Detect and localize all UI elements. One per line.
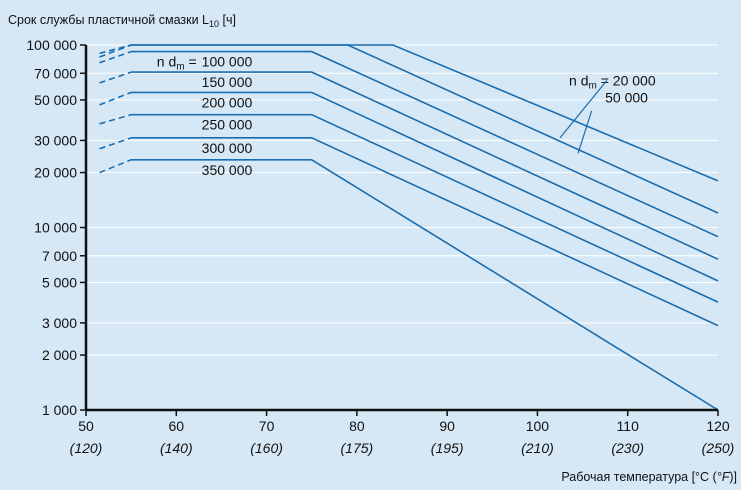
series-200000-dashed — [99, 91, 132, 106]
x-tick-label-fahrenheit: (160) — [250, 440, 283, 456]
x-tick-label: 100 — [526, 418, 550, 434]
y-tick-label: 20 000 — [34, 165, 77, 181]
x-tick-label: 90 — [439, 418, 455, 434]
x-tick-label: 110 — [617, 418, 640, 434]
series-100000-line — [131, 50, 719, 238]
y-tick-label: 30 000 — [34, 132, 77, 148]
y-tick-label: 2 000 — [42, 347, 77, 363]
x-tick-label-fahrenheit: (195) — [431, 440, 464, 456]
series-150000-line — [131, 71, 719, 260]
x-tick-label: 50 — [78, 418, 94, 434]
series-150000-dashed — [99, 71, 132, 84]
series-200000-line — [131, 91, 719, 282]
series-label-300000: 300 000 — [202, 140, 253, 156]
x-axis-label-main: Рабочая температура [°C ( — [561, 470, 717, 484]
x-axis-label: Рабочая температура [°C (°F)] — [561, 470, 737, 484]
x-tick-label-fahrenheit: (250) — [702, 440, 735, 456]
series-label-outer-0: n dm = 20 000 — [569, 72, 656, 91]
x-tick-label-fahrenheit: (120) — [70, 440, 103, 456]
x-tick-label: 120 — [706, 418, 730, 434]
series-label-250000: 250 000 — [202, 117, 253, 133]
y-tick-label: 5 000 — [42, 274, 77, 290]
y-tick-label: 10 000 — [34, 220, 77, 236]
x-tick-label: 80 — [349, 418, 365, 434]
series-label-350000: 350 000 — [202, 162, 253, 178]
y-tick-label: 7 000 — [42, 248, 77, 264]
series-250000-line — [131, 113, 719, 303]
series-350000-line — [131, 159, 719, 411]
y-tick-label: 3 000 — [42, 315, 77, 331]
x-tick-label-fahrenheit: (175) — [341, 440, 374, 456]
y-tick-label: 100 000 — [26, 37, 77, 53]
chart-title: Срок службы пластичной смазки L10 [ч] — [8, 13, 236, 29]
series-label-prefix: n dm = — [157, 54, 197, 73]
chart-title-unit: [ч] — [219, 13, 236, 27]
guide-lines — [86, 44, 718, 356]
chart-title-main: Срок службы пластичной смазки L — [8, 13, 209, 27]
ticks: 100 000 70 000 50 000 30 000 20 000 10 000 7 0… — [26, 37, 734, 456]
series-label-150000: 150 000 — [202, 74, 253, 90]
series-250000-dashed — [99, 113, 132, 125]
series-layer — [99, 44, 719, 411]
series-50000-dashed — [99, 44, 132, 58]
leader-line-1 — [577, 110, 593, 154]
series-label-100000: 100 000 — [202, 54, 253, 70]
x-axis-label-italic: °F — [717, 470, 731, 484]
x-tick-label-fahrenheit: (140) — [160, 440, 193, 456]
y-tick-label: 50 000 — [34, 92, 77, 108]
series-350000-dashed — [99, 159, 132, 174]
series-labels: 350 000 300 000 250 000 200 000 150 000 n dm … — [157, 54, 656, 178]
series-20000-dashed — [99, 44, 132, 55]
x-tick-label: 70 — [259, 418, 275, 434]
series-300000-dashed — [99, 137, 132, 150]
y-tick-label: 1 000 — [42, 402, 77, 418]
x-tick-label-fahrenheit: (210) — [521, 440, 554, 456]
x-tick-label: 60 — [168, 418, 184, 434]
x-tick-label-fahrenheit: (230) — [611, 440, 644, 456]
x-axis-label-end: )] — [729, 470, 737, 484]
y-tick-label: 70 000 — [34, 65, 77, 81]
chart-title-subscript: 10 — [209, 19, 219, 29]
series-300000-line — [131, 137, 719, 327]
series-20000-line — [131, 44, 719, 182]
leader-line-0 — [559, 79, 608, 139]
series-label-200000: 200 000 — [202, 94, 253, 110]
series-100000-dashed — [99, 50, 132, 64]
series-label-outer-1: 50 000 — [605, 89, 648, 105]
